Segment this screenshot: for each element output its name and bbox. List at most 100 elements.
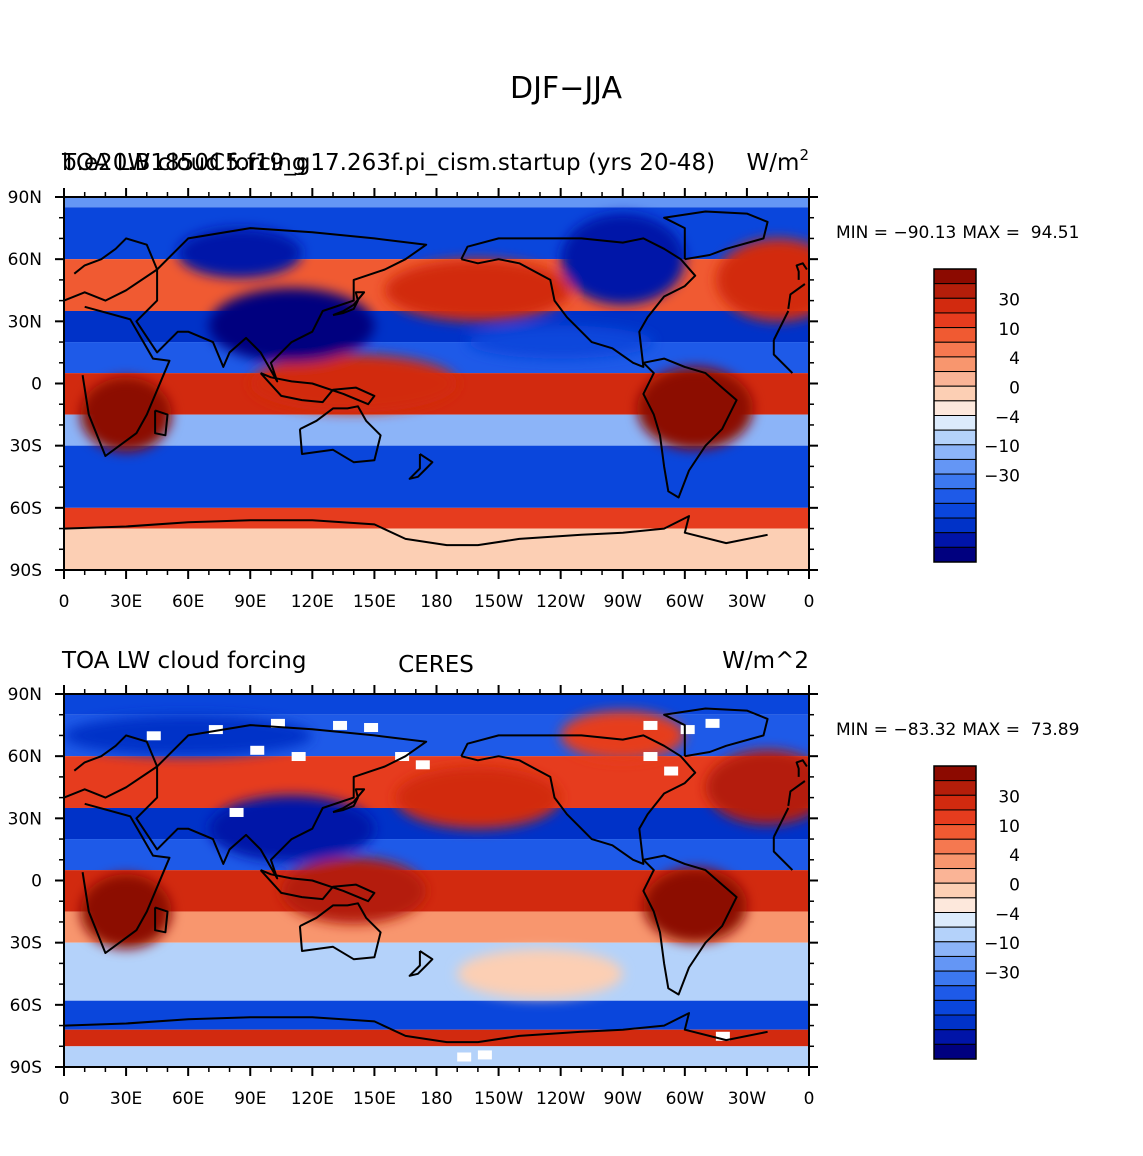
coastline <box>81 305 794 457</box>
field-band <box>64 1029 809 1047</box>
field-band <box>64 694 809 715</box>
colorbar-label: −30 <box>984 466 1020 486</box>
field-anomaly <box>560 213 685 305</box>
field-panel-0 <box>64 197 809 570</box>
x-tick-label: 120E <box>291 1089 334 1109</box>
y-tick-label: 0 <box>31 375 42 395</box>
colorbar-label: 30 <box>998 788 1020 808</box>
field-anomaly <box>637 366 754 450</box>
colorbar-swatch <box>933 385 977 402</box>
colorbar-swatch <box>933 1029 977 1045</box>
coastline <box>795 759 808 777</box>
field-band <box>64 528 809 570</box>
missing-data-patch <box>680 725 695 735</box>
coastline <box>408 950 434 977</box>
coastline <box>64 1012 768 1044</box>
x-tick-label: 0 <box>59 1089 70 1109</box>
colorbar-swatch <box>933 999 977 1016</box>
colorbar-swatch <box>933 853 977 870</box>
colorbar-swatch <box>933 517 977 534</box>
colorbar-frame <box>933 765 977 1060</box>
x-tick-label: 0 <box>804 1089 815 1109</box>
field-anomaly <box>395 766 561 829</box>
missing-data-patch <box>477 1050 492 1060</box>
coastline <box>298 405 382 464</box>
x-tick-label: 30W <box>728 592 767 612</box>
missing-data-patch <box>333 720 348 730</box>
panel-title-left: TOA LW cloud forcing <box>61 648 306 674</box>
colorbar-swatch <box>933 970 977 987</box>
colorbar-swatch <box>933 356 977 373</box>
x-tick-label: 90E <box>234 592 266 612</box>
coastline <box>135 227 428 383</box>
colorbar-swatch <box>933 488 977 504</box>
coastline <box>64 515 768 547</box>
colorbar-swatch <box>933 926 977 943</box>
x-tick-label: 30E <box>110 592 142 612</box>
panel-units: W/m^2 <box>722 648 809 674</box>
missing-data-patch <box>364 723 379 733</box>
colorbar-frame <box>933 268 977 563</box>
y-tick-label: 90N <box>8 188 42 208</box>
colorbar-label: −10 <box>984 934 1020 954</box>
y-tick-label: 30N <box>8 809 42 829</box>
colorbar-label: 4 <box>1009 846 1020 866</box>
colorbar-swatch <box>933 897 977 913</box>
missing-data-patch <box>415 760 430 770</box>
field-anomaly <box>705 749 809 825</box>
panel-title-left: TOA LW cloud forcing <box>61 150 306 176</box>
missing-data-patch <box>146 731 161 741</box>
colorbar-swatch <box>933 283 977 299</box>
field-anomaly <box>384 259 572 322</box>
field-band <box>64 445 809 508</box>
x-tick-label: 150E <box>353 592 396 612</box>
panel-units: W/m2 <box>747 146 809 176</box>
y-tick-label: 0 <box>31 872 42 892</box>
x-tick-label: 120W <box>536 1089 585 1109</box>
colorbar-swatch <box>933 297 977 314</box>
colorbar-label: 10 <box>998 817 1020 837</box>
panel-model: 0 30E 60E 90E 120E 150E 180 150W 120W 90W 60W 30W 09… <box>8 146 1080 612</box>
coastline <box>642 357 738 499</box>
field-anomaly <box>208 795 375 862</box>
colorbar-swatch <box>933 838 977 855</box>
coastline <box>663 707 769 758</box>
colorbar-swatch <box>933 882 977 899</box>
coastline <box>81 802 794 954</box>
missing-data-patch <box>715 1031 730 1041</box>
colorbar-swatch <box>933 868 977 884</box>
y-tick-label: 90S <box>10 561 42 581</box>
colorbar-swatch <box>933 794 977 811</box>
coastline <box>154 906 169 934</box>
colorbar-label: −4 <box>995 408 1020 428</box>
field-band <box>64 1000 809 1030</box>
coastline <box>663 210 769 261</box>
missing-data-patch <box>705 718 720 728</box>
colorbar-swatch <box>933 546 977 563</box>
x-tick-label: 60W <box>666 1089 705 1109</box>
missing-data-patch <box>291 752 306 762</box>
y-tick-label: 60S <box>10 996 42 1016</box>
colorbar-label: 30 <box>998 291 1020 311</box>
x-tick-label: 90E <box>234 1089 266 1109</box>
y-tick-label: 30N <box>8 312 42 332</box>
coastline <box>154 409 169 437</box>
field-anomaly <box>80 377 172 452</box>
y-tick-label: 60N <box>8 250 42 270</box>
colorbar-swatch <box>933 765 977 782</box>
x-tick-label: 150W <box>474 592 523 612</box>
missing-data-patch <box>208 725 223 735</box>
field-anomaly <box>80 874 172 949</box>
colorbar-swatch <box>933 502 977 519</box>
missing-data-patch <box>643 752 658 762</box>
field-anomaly <box>457 948 623 999</box>
x-tick-label: 60E <box>172 592 204 612</box>
colorbar-swatch <box>933 327 977 343</box>
field-anomaly <box>467 325 654 359</box>
colorbar-swatch <box>933 473 977 490</box>
colorbar-swatch <box>933 809 977 826</box>
colorbar-swatch <box>933 955 977 972</box>
panel-ceres: 0 30E 60E 90E 120E 150E 180 150W 120W 90W 60W 30W 09… <box>8 648 1080 1109</box>
field-anomaly <box>281 857 427 925</box>
y-tick-label: 90S <box>10 1058 42 1078</box>
